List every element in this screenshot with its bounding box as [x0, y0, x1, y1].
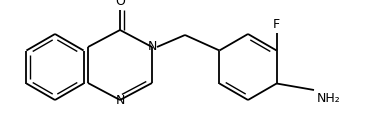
Text: F: F — [273, 18, 280, 31]
Text: NH₂: NH₂ — [317, 92, 341, 105]
Text: N: N — [147, 40, 157, 53]
Text: N: N — [115, 94, 125, 107]
Text: O: O — [115, 0, 125, 8]
